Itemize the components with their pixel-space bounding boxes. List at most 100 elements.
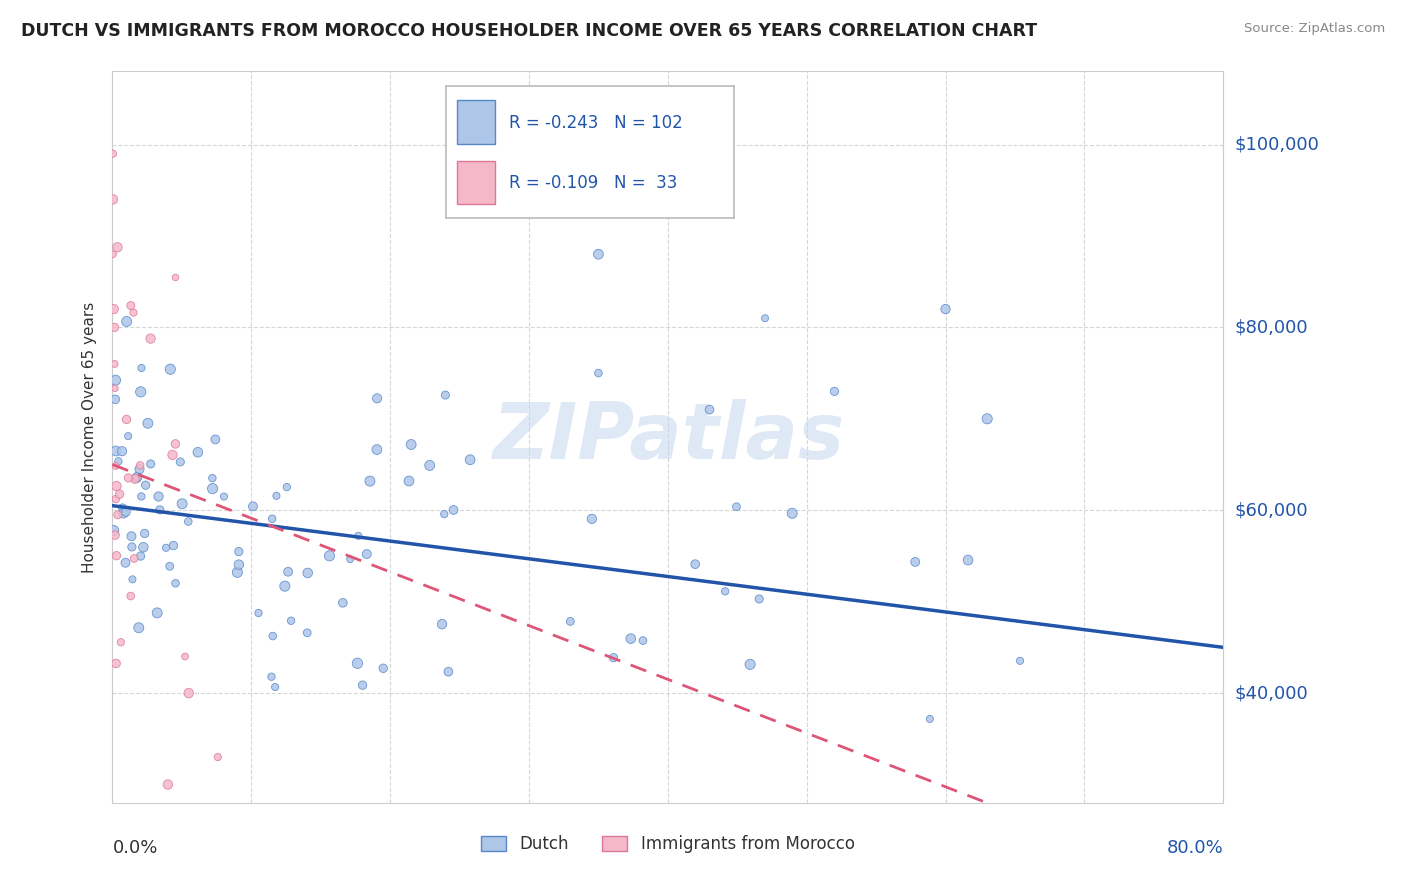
Point xyxy=(155,541,177,555)
Point xyxy=(280,614,302,628)
Point xyxy=(156,777,179,792)
Point xyxy=(108,487,131,501)
Point xyxy=(207,750,229,764)
Point xyxy=(127,469,149,483)
Point xyxy=(134,526,156,541)
Text: $40,000: $40,000 xyxy=(1234,684,1308,702)
Point xyxy=(104,373,127,387)
Point xyxy=(177,686,200,700)
Point xyxy=(228,544,250,558)
Point xyxy=(699,402,721,417)
Point xyxy=(297,625,319,640)
Point xyxy=(366,442,388,457)
Point xyxy=(174,649,197,664)
Point xyxy=(101,247,124,261)
Point xyxy=(276,480,298,494)
Point xyxy=(748,591,770,606)
Point xyxy=(346,657,368,671)
Point xyxy=(957,553,980,567)
Point xyxy=(754,311,776,326)
Point xyxy=(128,462,150,476)
Point xyxy=(128,621,150,635)
Point xyxy=(683,557,706,571)
Text: $60,000: $60,000 xyxy=(1234,501,1308,519)
Point xyxy=(347,529,370,543)
Point xyxy=(332,596,354,610)
Point xyxy=(162,448,184,462)
Point xyxy=(120,299,142,313)
Legend: Dutch, Immigrants from Morocco: Dutch, Immigrants from Morocco xyxy=(481,835,855,853)
Point xyxy=(277,565,299,579)
Point xyxy=(139,332,162,346)
Point xyxy=(204,433,226,447)
Point xyxy=(105,657,128,671)
Point xyxy=(104,458,127,473)
Point xyxy=(131,490,153,504)
Point xyxy=(110,635,132,649)
Point xyxy=(976,411,998,425)
Point xyxy=(112,506,135,520)
Point xyxy=(159,559,181,574)
Point xyxy=(103,524,125,538)
Point xyxy=(247,606,270,620)
Point xyxy=(419,458,441,473)
Point xyxy=(172,497,194,511)
Point xyxy=(104,357,127,371)
Point xyxy=(318,549,340,563)
Point xyxy=(458,452,481,467)
Point xyxy=(148,490,170,504)
Text: Source: ZipAtlas.com: Source: ZipAtlas.com xyxy=(1244,22,1385,36)
Point xyxy=(740,657,762,672)
Point xyxy=(187,445,209,459)
Point xyxy=(373,661,395,675)
Point xyxy=(162,539,184,553)
Point xyxy=(107,454,129,468)
Point xyxy=(105,549,128,563)
Point xyxy=(725,500,748,514)
Text: 80.0%: 80.0% xyxy=(1167,839,1223,857)
Point xyxy=(588,247,610,261)
Point xyxy=(165,576,187,591)
Point xyxy=(104,491,127,506)
Point xyxy=(129,458,152,473)
Point xyxy=(262,512,284,526)
Point xyxy=(264,680,287,694)
Point xyxy=(159,362,181,376)
Point xyxy=(260,670,283,684)
Point xyxy=(165,437,187,451)
Point xyxy=(103,320,125,334)
Point xyxy=(129,549,152,563)
Point xyxy=(129,384,152,399)
Point xyxy=(165,270,187,285)
Text: $80,000: $80,000 xyxy=(1234,318,1308,336)
Point xyxy=(359,474,381,488)
Text: 0.0%: 0.0% xyxy=(112,839,157,857)
Point xyxy=(1010,654,1032,668)
Point xyxy=(266,489,288,503)
Point xyxy=(242,500,264,514)
Point xyxy=(131,361,153,376)
Point xyxy=(104,392,127,407)
Point xyxy=(117,471,139,485)
Point xyxy=(117,429,139,443)
Point xyxy=(631,633,654,648)
Point xyxy=(146,606,169,620)
Point xyxy=(124,472,146,486)
Point xyxy=(115,412,138,426)
Text: ZIPatlas: ZIPatlas xyxy=(492,399,844,475)
Point xyxy=(918,712,941,726)
Point xyxy=(399,437,422,451)
Point xyxy=(149,503,172,517)
Point xyxy=(226,566,249,580)
Point xyxy=(228,558,250,572)
Point xyxy=(104,528,127,542)
Point xyxy=(122,551,145,566)
Point xyxy=(212,490,235,504)
Point xyxy=(115,505,138,519)
Point xyxy=(352,678,374,692)
Point xyxy=(115,314,138,328)
Point xyxy=(107,508,129,522)
Point xyxy=(177,515,200,529)
Point xyxy=(904,555,927,569)
Point xyxy=(602,650,624,665)
